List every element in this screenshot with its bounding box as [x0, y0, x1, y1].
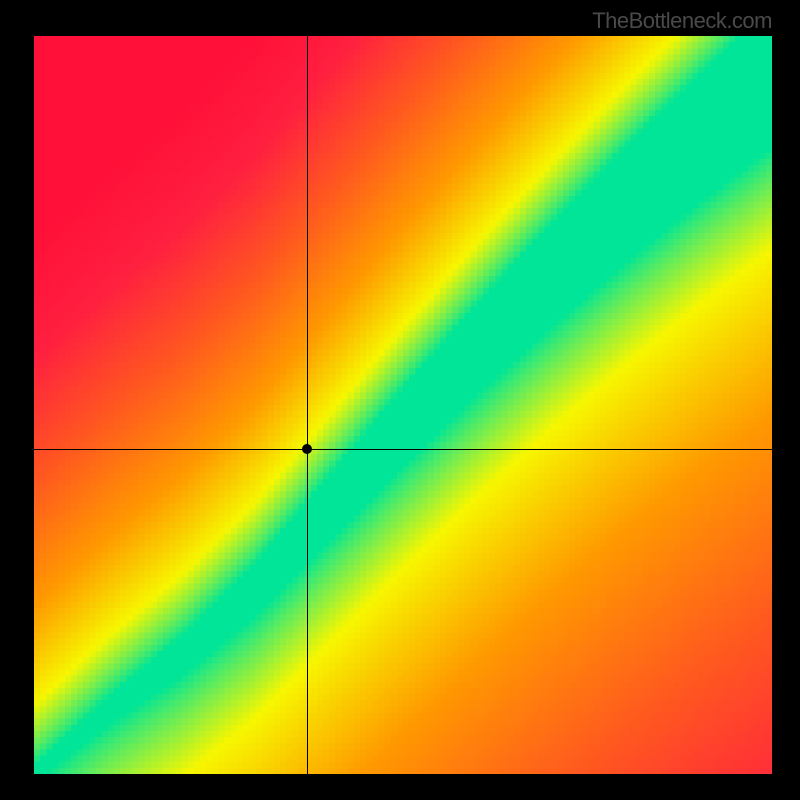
- crosshair-vertical: [307, 36, 308, 774]
- plot-area: [34, 36, 772, 774]
- chart-container: TheBottleneck.com: [0, 0, 800, 800]
- heatmap-canvas: [34, 36, 772, 774]
- site-label: TheBottleneck.com: [592, 8, 772, 34]
- crosshair-horizontal: [34, 449, 772, 450]
